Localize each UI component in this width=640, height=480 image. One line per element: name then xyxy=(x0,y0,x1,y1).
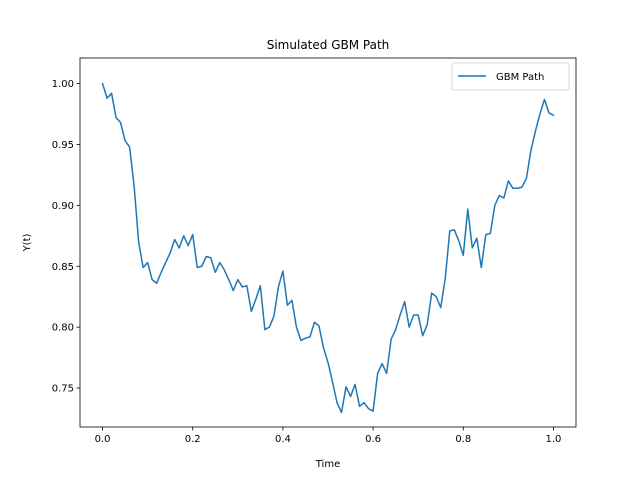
legend-box xyxy=(451,62,570,91)
x-tick-label: 0.0 xyxy=(95,434,111,445)
y-tick-label: 0.90 xyxy=(52,201,74,212)
plot-frame xyxy=(79,57,577,428)
y-tick-label: 0.80 xyxy=(52,323,74,334)
y-tick-label: 0.75 xyxy=(52,384,74,395)
y-axis: 0.75 0.80 0.85 0.90 0.95 1.00 xyxy=(52,79,80,395)
x-axis: 0.0 0.2 0.4 0.6 0.8 1.0 xyxy=(95,427,562,445)
y-tick-label: 0.95 xyxy=(52,140,74,151)
legend: GBM Path xyxy=(451,62,570,91)
x-tick-label: 0.8 xyxy=(455,434,471,445)
x-tick-label: 1.0 xyxy=(546,434,562,445)
x-axis-label: Time xyxy=(315,459,340,470)
y-tick-label: 0.85 xyxy=(52,262,74,273)
chart-title: Simulated GBM Path xyxy=(267,38,390,52)
x-tick-label: 0.6 xyxy=(365,434,381,445)
y-axis-label: Y(t) xyxy=(22,233,33,252)
y-tick-label: 1.00 xyxy=(52,79,74,90)
series-layer xyxy=(101,82,555,414)
x-tick-label: 0.2 xyxy=(185,434,201,445)
series-line-gbm-path xyxy=(101,82,555,414)
legend-label-gbm-path: GBM Path xyxy=(496,72,544,83)
plot-area xyxy=(79,57,577,428)
x-tick-label: 0.4 xyxy=(275,434,291,445)
